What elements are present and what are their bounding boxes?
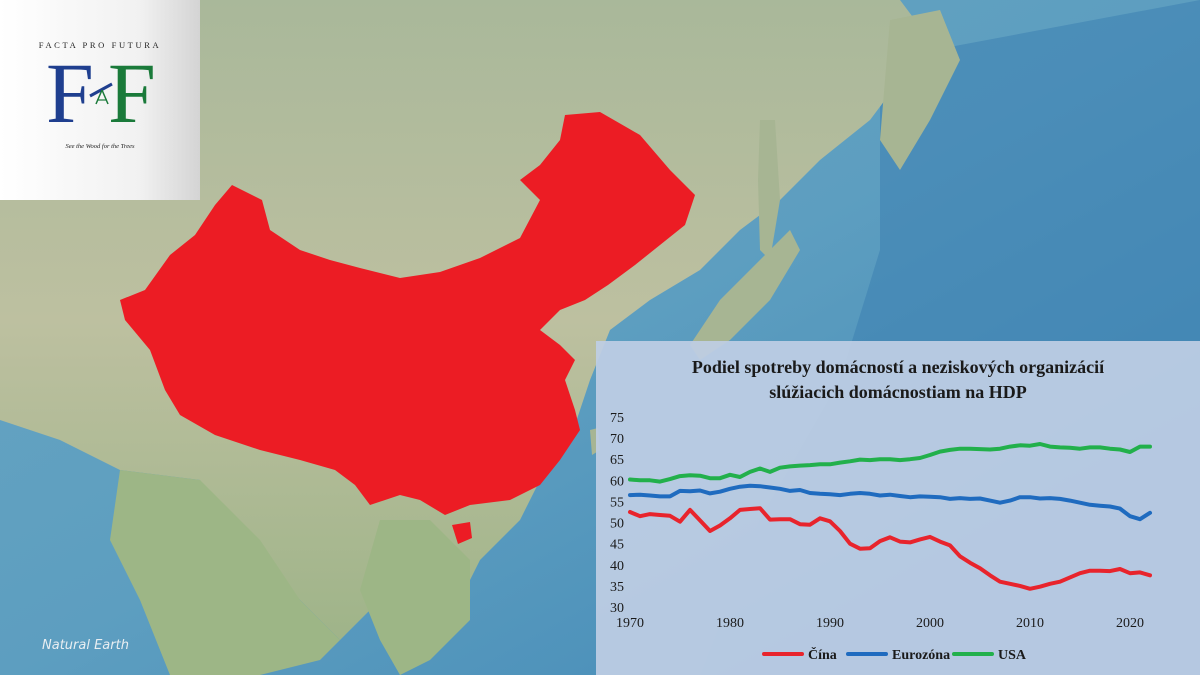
y-tick-label: 60 xyxy=(610,474,624,489)
telescope-icon xyxy=(89,82,113,105)
logo-top-text: FACTA PRO FUTURA xyxy=(38,40,162,50)
x-tick-label: 2020 xyxy=(1116,616,1144,631)
logo-panel: FACTA PRO FUTURA F F See the Wood for th… xyxy=(0,0,200,200)
legend-label: Eurozóna xyxy=(892,648,950,663)
hainan-island xyxy=(452,522,472,544)
logo-tagline: See the Wood for the Trees xyxy=(65,143,135,150)
chart-title-line-1: Podiel spotreby domácností a neziskových… xyxy=(692,357,1105,377)
legend-label: USA xyxy=(998,648,1027,663)
y-tick-label: 45 xyxy=(610,538,624,553)
x-axis: 1970 1980 1990 2000 2010 2020 xyxy=(616,616,1144,631)
series-line xyxy=(628,442,1152,484)
y-tick-label: 50 xyxy=(610,517,624,532)
chart-title-line-2: slúžiacich domácnostiam na HDP xyxy=(769,382,1027,402)
kamchatka xyxy=(880,10,960,170)
x-tick-label: 2000 xyxy=(916,616,944,631)
x-tick-label: 1990 xyxy=(816,616,844,631)
logo-letter-right: F xyxy=(108,45,156,141)
x-tick-label: 1980 xyxy=(716,616,744,631)
series-line xyxy=(628,506,1152,591)
series-line xyxy=(628,483,1152,522)
x-tick-label: 1970 xyxy=(616,616,644,631)
china-highlight xyxy=(120,112,695,515)
x-tick-label: 2010 xyxy=(1016,616,1044,631)
series-lines xyxy=(628,442,1152,591)
southeast-asia xyxy=(360,520,470,675)
sakhalin xyxy=(758,120,780,260)
legend-label: Čína xyxy=(808,646,837,663)
chart-panel: Podiel spotreby domácností a neziskových… xyxy=(596,341,1200,675)
y-tick-label: 70 xyxy=(610,432,624,447)
logo-letter-left: F xyxy=(46,45,94,141)
y-tick-label: 55 xyxy=(610,495,624,510)
y-tick-label: 75 xyxy=(610,411,624,426)
legend: Čína Eurozóna USA xyxy=(762,646,1027,663)
map-credit: Natural Earth xyxy=(42,638,129,653)
y-tick-label: 30 xyxy=(610,601,624,616)
japan xyxy=(690,230,800,360)
line-chart: Podiel spotreby domácností a neziskových… xyxy=(610,357,1152,663)
y-tick-label: 35 xyxy=(610,580,624,595)
y-axis: 30 35 40 45 50 55 60 65 70 75 xyxy=(610,411,624,616)
india-land xyxy=(110,470,340,675)
y-tick-label: 65 xyxy=(610,453,624,468)
y-tick-label: 40 xyxy=(610,559,624,574)
